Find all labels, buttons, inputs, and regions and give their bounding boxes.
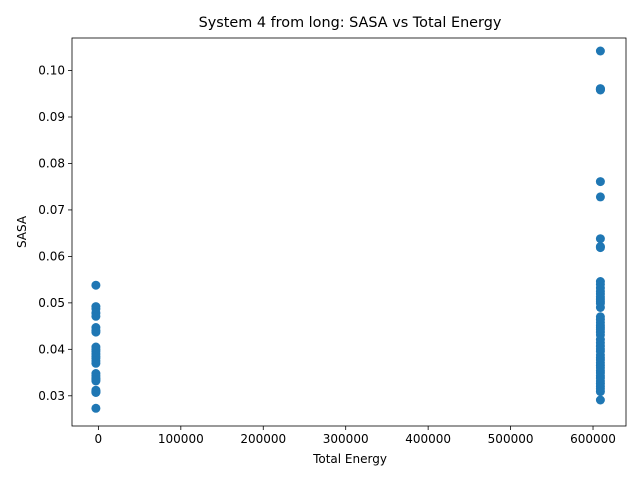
y-tick-label: 0.07 (38, 203, 65, 217)
data-point (595, 192, 605, 202)
x-tick-label: 300000 (323, 432, 369, 446)
y-tick-label: 0.05 (38, 296, 65, 310)
x-tick-label: 0 (95, 432, 103, 446)
x-axis: 0 100000 200000 300000 400000 500000 600000 (95, 426, 616, 446)
x-tick-label: 400000 (405, 432, 451, 446)
data-point (91, 280, 101, 290)
data-point (595, 177, 605, 187)
x-tick-label: 100000 (158, 432, 204, 446)
data-point (595, 303, 605, 312)
data-points (91, 46, 605, 413)
y-axis: 0.03 0.04 0.05 0.06 0.07 0.08 0.09 0.10 (38, 64, 72, 403)
y-tick-label: 0.06 (38, 249, 65, 263)
chart-title: System 4 from long: SASA vs Total Energy (199, 15, 502, 31)
x-axis-label: Total Energy (312, 452, 387, 466)
y-tick-label: 0.09 (38, 110, 65, 124)
data-point (595, 243, 605, 253)
data-point (595, 234, 605, 244)
data-point (595, 46, 605, 56)
data-point (91, 311, 101, 321)
data-point (91, 358, 101, 368)
y-tick-label: 0.10 (38, 64, 65, 78)
y-tick-label: 0.04 (38, 342, 65, 356)
y-axis-label: SASA (15, 215, 29, 248)
data-point (595, 387, 605, 397)
y-tick-label: 0.08 (38, 156, 65, 170)
x-tick-label: 200000 (240, 432, 286, 446)
data-point (595, 85, 605, 95)
plot-area (71, 37, 627, 427)
x-tick-label: 600000 (570, 432, 616, 446)
y-tick-label: 0.03 (38, 389, 65, 403)
data-point (91, 388, 101, 397)
data-point (595, 395, 605, 405)
data-point (91, 403, 101, 413)
data-point (91, 376, 101, 386)
x-tick-label: 500000 (488, 432, 534, 446)
data-point (91, 327, 101, 337)
axes-frame (71, 37, 627, 427)
